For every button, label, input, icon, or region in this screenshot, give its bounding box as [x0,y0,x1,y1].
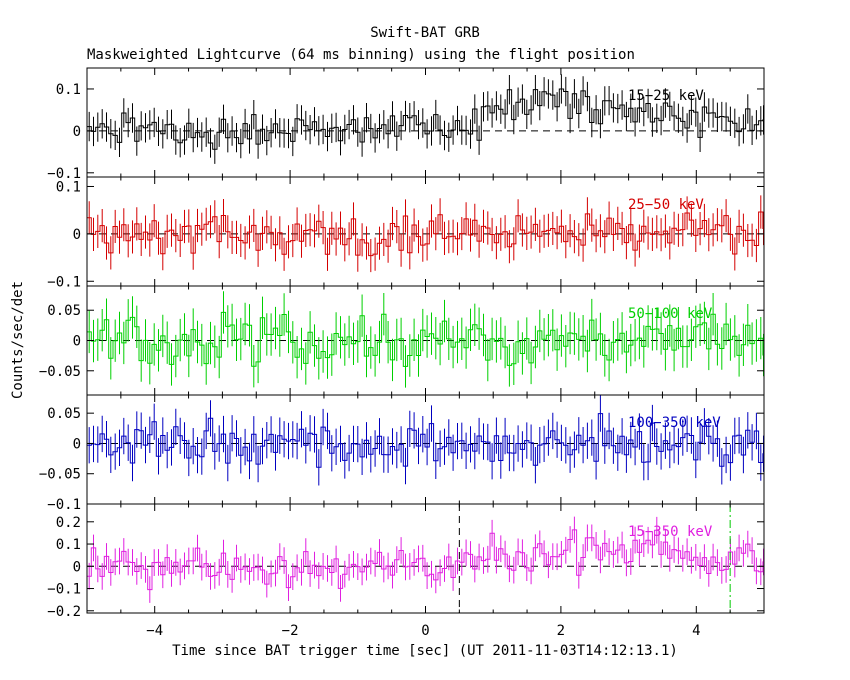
band-label: 15−350 keV [628,524,713,540]
y-tick-label: 0 [73,124,81,140]
y-tick-label: 0 [73,334,81,350]
x-tick-label: −4 [146,623,163,639]
series-4 [87,395,764,486]
y-tick-label: −0.1 [47,582,81,598]
panel-5: −0.2 −0.1 0 0.1 0.2 15−350 keV [47,503,765,620]
step-line [87,211,764,257]
band-label: 15−25 keV [628,88,704,104]
panels-group: −0.1 0 0.1 15−25 keV −0.1 0 0.1 25−50 keV −0.05 0… [39,67,765,639]
panel-3: −0.05 0 0.05 50−100 keV [39,285,765,396]
y-tick-label: 0 [73,559,81,575]
y-tick-label: 0.1 [56,82,81,98]
y-tick-label: 0.2 [56,515,81,531]
band-label: 50−100 keV [628,306,713,322]
x-tick-label: 2 [557,623,565,639]
y-tick-label: −0.1 [47,274,81,290]
series-3 [87,291,764,388]
band-label: 25−50 keV [628,197,704,213]
y-tick-label: 0.05 [47,406,81,422]
series-5 [87,516,764,603]
panel-2: −0.1 0 0.1 25−50 keV [47,176,765,290]
y-tick-label: 0 [73,227,81,243]
step-line [87,311,764,367]
y-tick-label: 0.1 [56,179,81,195]
panel-1: −0.1 0 0.1 15−25 keV [47,67,765,182]
step-line [87,88,764,150]
step-line [87,529,764,591]
figure-subtitle: Maskweighted Lightcurve (64 ms binning) … [87,47,635,63]
y-tick-label: −0.05 [39,467,81,483]
y-tick-label: −0.05 [39,364,81,380]
x-axis-label: Time since BAT trigger time [sec] (UT 20… [172,643,678,659]
series-1 [87,74,764,164]
y-tick-label: 0.1 [56,537,81,553]
y-tick-label: −0.2 [47,604,81,620]
y-tick-label: 0.05 [47,303,81,319]
x-tick-label: −2 [282,623,299,639]
x-tick-label: 0 [421,623,429,639]
x-tick-label: 4 [692,623,700,639]
panel-4: −0.1 −0.05 0 0.05 100−350 keV [39,394,765,513]
y-axis-label: Counts/sec/det [10,281,26,399]
y-tick-label: −0.1 [47,497,81,513]
error-bars [88,395,764,486]
step-line [87,413,764,468]
figure-title: Swift-BAT GRB [370,25,480,41]
series-2 [87,195,764,273]
y-tick-label: −0.1 [47,166,81,182]
band-label: 100−350 keV [628,415,721,431]
y-tick-label: 0 [73,436,81,452]
